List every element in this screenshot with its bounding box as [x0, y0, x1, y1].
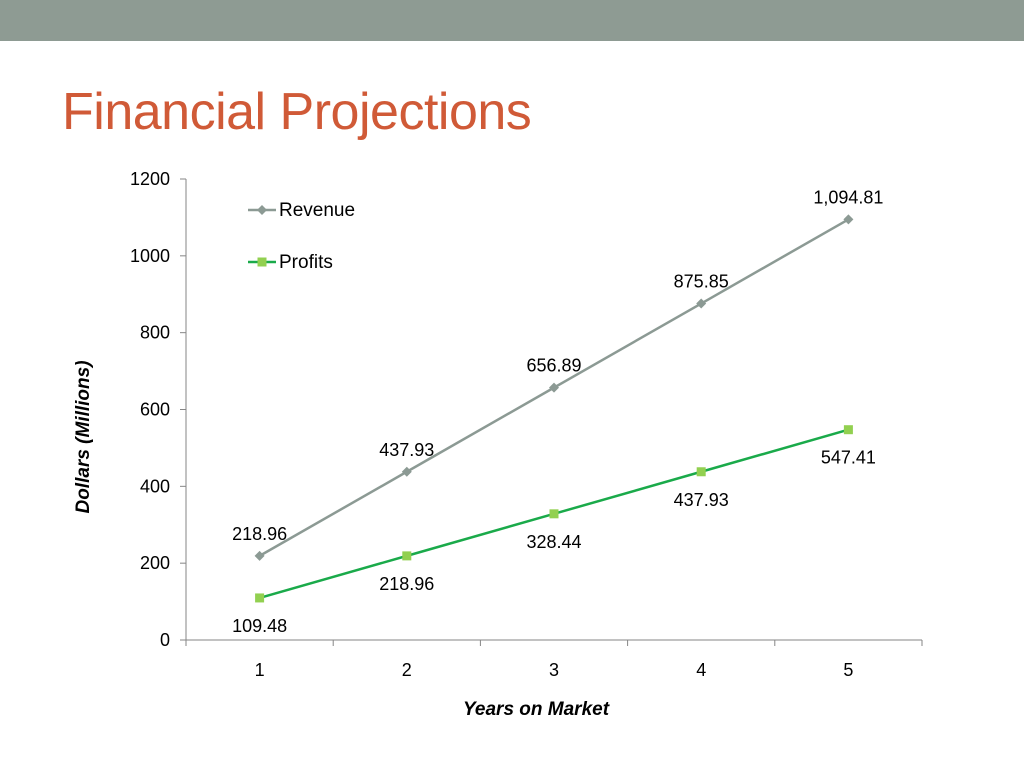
data-point-revenue	[843, 214, 854, 225]
data-label-revenue: 218.96	[232, 524, 287, 544]
chart-axes: 0 200 400 600 800 1000 1200 1 2 3 4 5	[130, 169, 923, 680]
slide-title: Financial Projections	[62, 83, 532, 141]
chart-series	[254, 214, 854, 603]
data-point-revenue	[401, 466, 412, 477]
y-tick-label: 0	[160, 630, 170, 650]
y-tick-label: 1200	[130, 169, 170, 189]
y-tick-label: 200	[140, 553, 170, 573]
data-point-profits	[255, 593, 265, 603]
data-point-revenue	[254, 550, 265, 561]
data-point-profits	[843, 425, 853, 435]
top-bar	[0, 0, 1024, 41]
data-label-revenue: 1,094.81	[813, 187, 883, 207]
data-point-profits	[696, 467, 706, 477]
data-label-profits: 547.41	[821, 448, 876, 468]
data-label-revenue: 656.89	[526, 356, 581, 376]
x-tick-label: 1	[255, 660, 265, 680]
data-label-profits: 437.93	[674, 490, 729, 510]
y-axis-title: Dollars (Millions)	[73, 360, 94, 513]
chart-data-labels: 218.96 437.93 656.89 875.85 1,094.81 109.48 21…	[232, 187, 883, 636]
data-label-profits: 328.44	[526, 532, 581, 552]
y-tick-label: 800	[140, 323, 170, 343]
data-point-profits	[402, 551, 412, 561]
y-tick-label: 1000	[130, 246, 170, 266]
data-label-profits: 218.96	[379, 574, 434, 594]
legend-label-profits: Profits	[279, 252, 333, 273]
x-tick-label: 5	[843, 660, 853, 680]
y-tick-label: 600	[140, 400, 170, 420]
data-label-profits: 109.48	[232, 616, 287, 636]
x-tick-label: 3	[549, 660, 559, 680]
data-point-revenue	[549, 382, 559, 393]
data-point-profits	[549, 509, 559, 519]
data-label-revenue: 875.85	[674, 272, 729, 292]
x-tick-label: 2	[402, 660, 412, 680]
data-point-revenue	[696, 298, 707, 309]
x-axis-title: Years on Market	[463, 699, 610, 720]
chart-legend: Revenue Profits	[248, 200, 355, 273]
legend-label-revenue: Revenue	[279, 200, 355, 221]
legend-marker-profits	[257, 257, 267, 267]
data-label-revenue: 437.93	[379, 440, 434, 460]
x-tick-label: 4	[696, 660, 706, 680]
legend-marker-revenue	[257, 205, 267, 215]
y-tick-label: 400	[140, 476, 170, 496]
